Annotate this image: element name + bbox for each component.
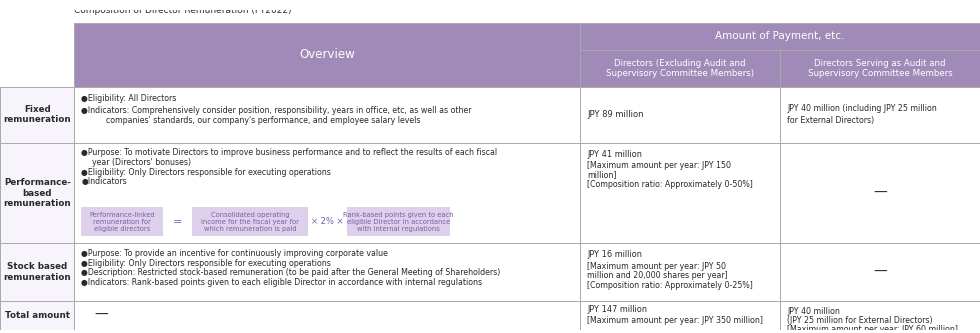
- Bar: [780, 50, 980, 87]
- Text: [Maximum amount per year: JPY 50: [Maximum amount per year: JPY 50: [587, 262, 726, 271]
- Text: year (Directors' bonuses): year (Directors' bonuses): [92, 158, 191, 167]
- Bar: [780, 301, 980, 330]
- Text: —: —: [873, 186, 887, 200]
- Text: Overview: Overview: [300, 48, 355, 61]
- Text: Amount of Payment, etc.: Amount of Payment, etc.: [715, 31, 845, 41]
- Bar: [580, 143, 780, 243]
- Text: companies' standards, our company's performance, and employee salary levels: companies' standards, our company's perf…: [106, 117, 420, 126]
- Bar: [580, 243, 780, 301]
- Text: Performance-linked
remuneration for
eligible directors: Performance-linked remuneration for elig…: [89, 211, 155, 232]
- Bar: [74, 87, 580, 143]
- Text: [Maximum amount per year: JPY 60 million]: [Maximum amount per year: JPY 60 million…: [787, 325, 957, 333]
- Bar: [0, 87, 74, 330]
- Bar: [0, 243, 74, 301]
- Text: million]: million]: [587, 170, 616, 179]
- Text: ●Description: Restricted stock-based remuneration (to be paid after the General : ●Description: Restricted stock-based rem…: [81, 268, 501, 277]
- Text: ●Indicators: Comprehensively consider position, responsibility, years in office,: ●Indicators: Comprehensively consider po…: [81, 106, 471, 115]
- Text: Directors (Excluding Audit and
Supervisory Committee Members): Directors (Excluding Audit and Superviso…: [606, 59, 755, 78]
- Text: ●Indicators: ●Indicators: [81, 177, 127, 186]
- Text: [Maximum amount per year: JPY 350 million]: [Maximum amount per year: JPY 350 millio…: [587, 316, 762, 325]
- Text: ●Purpose: To motivate Directors to improve business performance and to reflect t: ●Purpose: To motivate Directors to impro…: [81, 149, 498, 158]
- Text: —: —: [94, 308, 108, 322]
- Text: Fixed
remuneration: Fixed remuneration: [3, 105, 72, 125]
- Bar: [81, 207, 163, 236]
- Bar: [780, 87, 980, 143]
- Text: ●Eligibility: All Directors: ●Eligibility: All Directors: [81, 94, 176, 103]
- Bar: [74, 243, 580, 301]
- Text: Stock based
remuneration: Stock based remuneration: [3, 262, 72, 282]
- Bar: [580, 23, 980, 50]
- Text: JPY 41 million: JPY 41 million: [587, 150, 642, 159]
- Bar: [347, 207, 450, 236]
- Text: ●Indicators: Rank-based points given to each eligible Director in accordance wit: ●Indicators: Rank-based points given to …: [81, 278, 482, 287]
- Text: —: —: [873, 265, 887, 279]
- Bar: [74, 301, 580, 330]
- Text: ●Eligibility: Only Directors responsible for executing operations: ●Eligibility: Only Directors responsible…: [81, 259, 331, 268]
- Bar: [192, 207, 308, 236]
- Bar: [580, 50, 780, 87]
- Text: for External Directors): for External Directors): [787, 116, 874, 125]
- Text: [Maximum amount per year: JPY 150: [Maximum amount per year: JPY 150: [587, 161, 731, 170]
- Bar: [780, 143, 980, 243]
- Text: JPY 89 million: JPY 89 million: [587, 110, 644, 119]
- Text: million and 20,000 shares per year]: million and 20,000 shares per year]: [587, 271, 727, 280]
- Bar: [74, 23, 580, 87]
- Text: × 2% ×: × 2% ×: [311, 217, 344, 226]
- Bar: [0, 143, 74, 243]
- Text: Performance-
based
remuneration: Performance- based remuneration: [3, 178, 72, 208]
- Text: ●Purpose: To provide an incentive for continuously improving corporate value: ●Purpose: To provide an incentive for co…: [81, 249, 388, 258]
- Text: =: =: [172, 217, 182, 227]
- Text: Rank-based points given to each
eligible Director in accordance
with internal re: Rank-based points given to each eligible…: [343, 211, 454, 232]
- Text: JPY 40 million (including JPY 25 million: JPY 40 million (including JPY 25 million: [787, 105, 937, 114]
- Text: JPY 147 million: JPY 147 million: [587, 305, 647, 314]
- Bar: [0, 301, 74, 330]
- Text: Consolidated operating
income for the fiscal year for
which remuneration is paid: Consolidated operating income for the fi…: [201, 211, 299, 232]
- Text: [Composition ratio: Approximately 0-25%]: [Composition ratio: Approximately 0-25%]: [587, 281, 753, 290]
- Text: Directors Serving as Audit and
Supervisory Committee Members: Directors Serving as Audit and Superviso…: [808, 59, 953, 78]
- Bar: [74, 143, 580, 243]
- Bar: [780, 243, 980, 301]
- Text: JPY 16 million: JPY 16 million: [587, 250, 642, 259]
- Bar: [580, 301, 780, 330]
- Bar: [580, 87, 780, 143]
- Bar: [0, 87, 74, 143]
- Text: JPY 40 million: JPY 40 million: [787, 307, 840, 316]
- Text: Total amount: Total amount: [5, 311, 70, 320]
- Text: ●Eligibility: Only Directors responsible for executing operations: ●Eligibility: Only Directors responsible…: [81, 167, 331, 176]
- Text: (JPY 25 million for External Directors): (JPY 25 million for External Directors): [787, 316, 932, 325]
- Text: [Composition ratio: Approximately 0-50%]: [Composition ratio: Approximately 0-50%]: [587, 180, 753, 189]
- Text: Composition of Director Remuneration (FY2022): Composition of Director Remuneration (FY…: [74, 6, 292, 15]
